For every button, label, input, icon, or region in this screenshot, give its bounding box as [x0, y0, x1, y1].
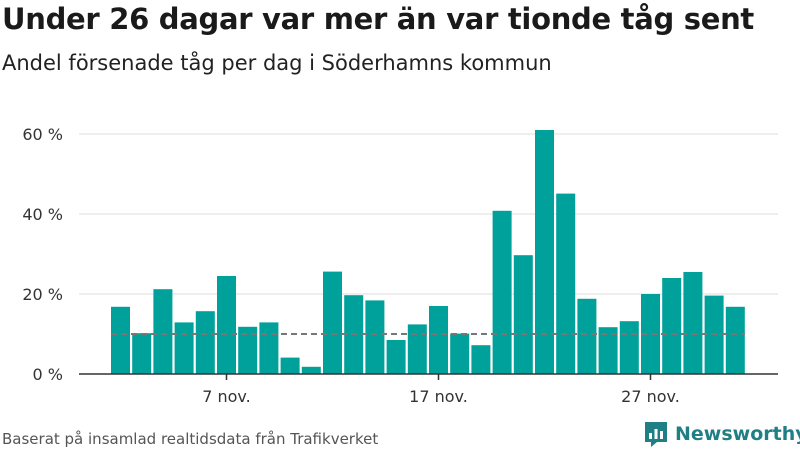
- bar: [365, 300, 385, 374]
- y-tick-label: 40 %: [22, 205, 63, 224]
- bar: [174, 322, 194, 374]
- bar: [577, 298, 597, 374]
- axes: 0 % 20 % 40 % 60 % 7 nov. 17 nov. 27 nov.: [22, 125, 778, 406]
- bar: [429, 306, 448, 374]
- bar: [683, 272, 703, 374]
- x-tick-label: 27 nov.: [621, 387, 680, 406]
- newsworthy-logo-icon: [645, 422, 667, 447]
- chart-subtitle: Andel försenade tåg per dag i Söderhamns…: [2, 51, 552, 75]
- bar: [471, 345, 491, 374]
- bar: [556, 193, 576, 374]
- y-tick-label: 20 %: [22, 285, 63, 304]
- bar: [598, 327, 618, 374]
- bar: [386, 340, 406, 374]
- bar: [259, 322, 279, 374]
- bar: [407, 324, 427, 374]
- bars: [111, 130, 745, 374]
- bar: [450, 333, 470, 374]
- bar: [492, 210, 512, 374]
- gridlines: [79, 133, 778, 295]
- bar: [132, 333, 152, 374]
- bar: [217, 276, 236, 374]
- bar: [111, 306, 130, 374]
- bar: [535, 130, 554, 374]
- bar: [619, 321, 639, 374]
- x-tick-label: 7 nov.: [202, 387, 251, 406]
- x-tick-label: 17 nov.: [409, 387, 468, 406]
- bar: [153, 289, 173, 374]
- y-tick-label: 0 %: [33, 365, 63, 384]
- source-note: Baserat på insamlad realtidsdata från Tr…: [2, 430, 379, 448]
- bar: [238, 326, 258, 374]
- bar: [280, 357, 300, 374]
- brand-name: Newsworthy: [675, 423, 800, 445]
- bar: [323, 271, 342, 374]
- y-tick-label: 60 %: [22, 125, 63, 144]
- bar: [662, 278, 682, 374]
- bar: [195, 311, 215, 374]
- bar: [513, 255, 533, 374]
- bar: [725, 306, 745, 374]
- chart-title: Under 26 dagar var mer än var tionde tåg…: [2, 2, 754, 36]
- bar-chart: 0 % 20 % 40 % 60 % 7 nov. 17 nov. 27 nov.: [22, 125, 778, 406]
- bar: [301, 366, 321, 374]
- bar: [641, 294, 660, 374]
- brand-logo[interactable]: Newsworthy: [643, 420, 800, 448]
